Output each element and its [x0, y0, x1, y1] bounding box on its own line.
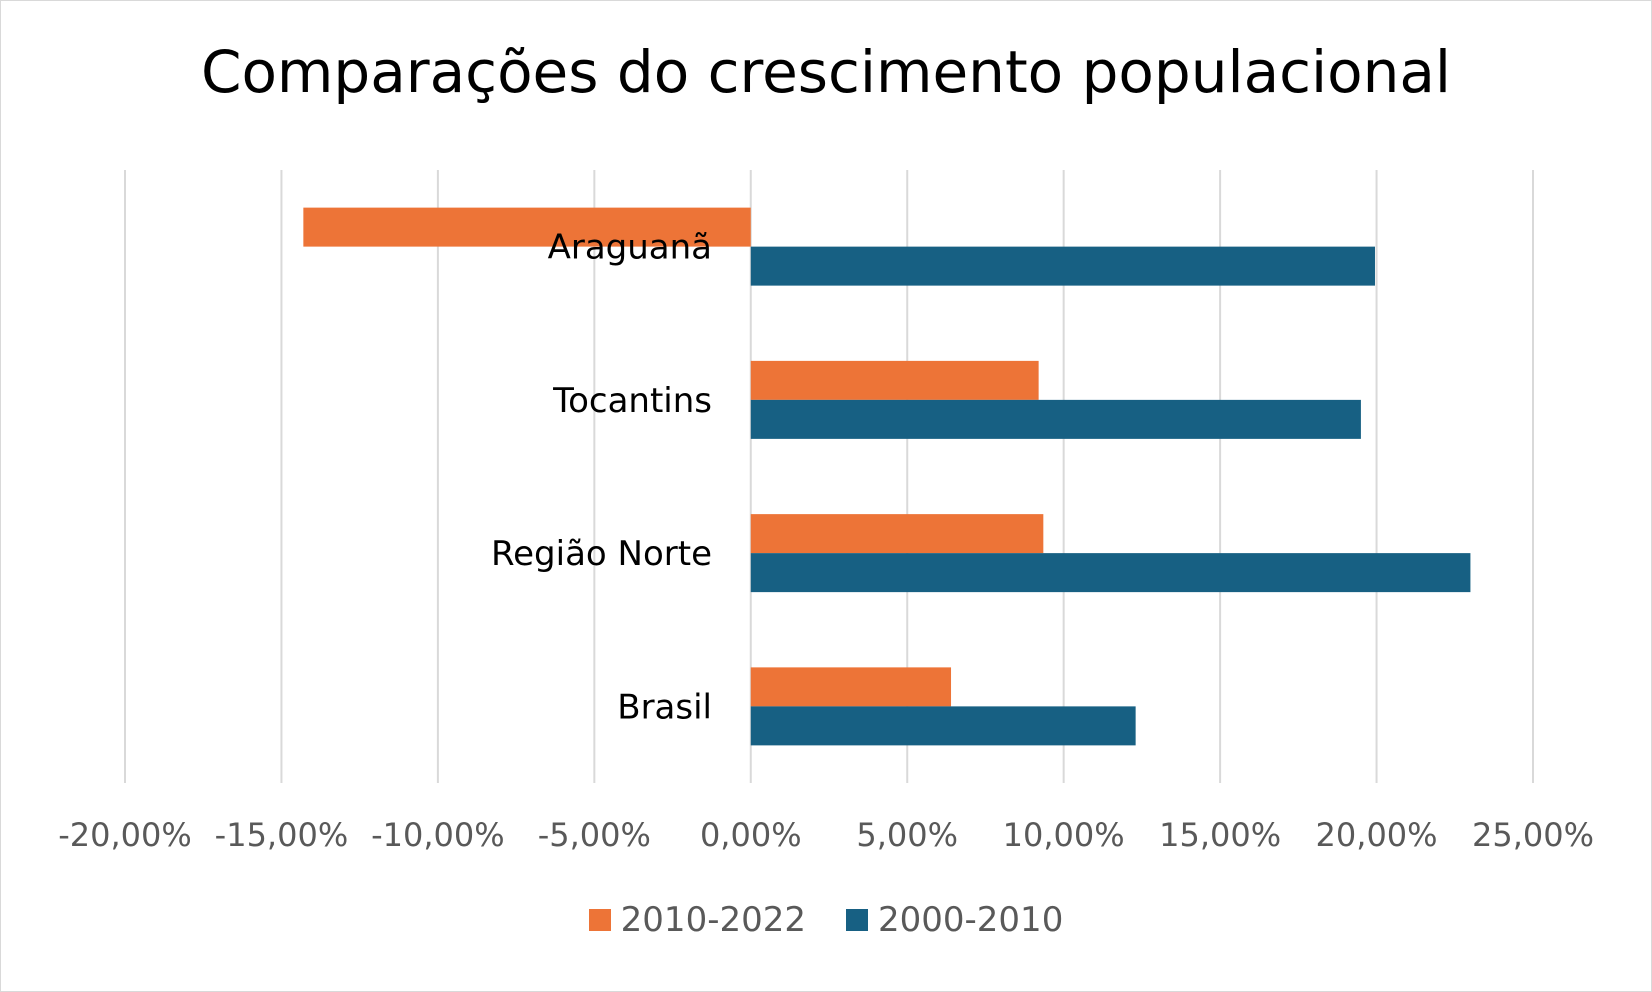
- category-label: Brasil: [617, 687, 712, 727]
- x-tick-label: 0,00%: [700, 816, 802, 854]
- x-tick-label: 10,00%: [1003, 816, 1125, 854]
- x-tick-label: -15,00%: [215, 816, 349, 854]
- category-label: Araguanã: [548, 228, 712, 268]
- legend-item-series-2: 2000-2010: [846, 900, 1063, 940]
- x-tick-label: 15,00%: [1159, 816, 1281, 854]
- x-tick-label: 25,00%: [1472, 816, 1594, 854]
- chart-title: Comparações do crescimento populacional: [200, 38, 1452, 106]
- bar-series-2: [750, 399, 1361, 439]
- bar-series-1: [750, 514, 1044, 554]
- x-tick-label: 20,00%: [1316, 816, 1438, 854]
- bar-series-2: [750, 246, 1375, 286]
- x-tick-label: -20,00%: [58, 816, 192, 854]
- legend-item-series-1: 2010-2022: [588, 900, 806, 940]
- bar-series-2: [750, 553, 1471, 593]
- legend-label-series-2: 2000-2010: [878, 900, 1064, 940]
- bar-series-2: [750, 706, 1136, 746]
- x-tick-label: -5,00%: [538, 816, 651, 854]
- category-label: Tocantins: [552, 381, 712, 421]
- bar-series-1: [750, 360, 1039, 400]
- x-tick-label: -10,00%: [371, 816, 505, 854]
- legend: 2010-2022 2000-2010: [0, 900, 1652, 940]
- bar-series-1: [303, 207, 751, 247]
- legend-swatch-series-1: [588, 909, 611, 931]
- x-tick-label: 5,00%: [856, 816, 958, 854]
- legend-swatch-series-2: [846, 909, 868, 931]
- category-label: Região Norte: [491, 534, 712, 574]
- bar-series-1: [750, 667, 952, 707]
- legend-label-series-1: 2010-2022: [620, 900, 806, 940]
